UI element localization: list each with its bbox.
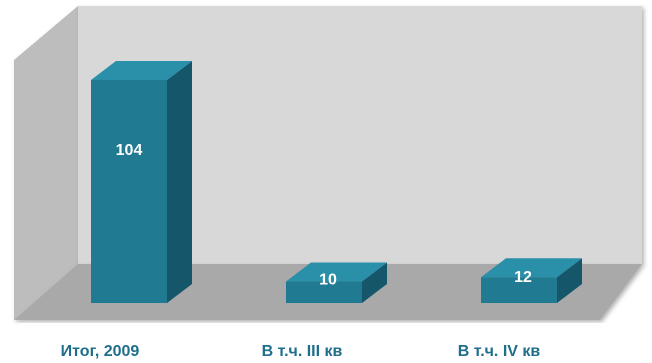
bar-2: [481, 277, 557, 303]
bar-side-0: [167, 61, 192, 303]
bar-top-0: [91, 61, 192, 80]
bar-top-2: [481, 258, 582, 278]
bar-side-2: [557, 258, 582, 303]
category-label-2: В т.ч. IV кв: [458, 343, 541, 360]
category-label-0: Итог, 2009: [61, 343, 140, 360]
chart-back-wall: [78, 6, 642, 264]
data-labels-group: 104 10 12: [116, 142, 532, 288]
bar-0: [91, 80, 167, 303]
bar-1: [286, 281, 362, 303]
chart-side-wall: [14, 6, 78, 320]
bar-top-1: [286, 262, 387, 282]
bar-side-1: [362, 262, 387, 303]
data-label-1: 10: [319, 271, 337, 288]
bars-group: [91, 61, 582, 303]
category-label-1: В т.ч. III кв: [262, 343, 343, 360]
data-label-2: 12: [514, 269, 532, 286]
data-label-0: 104: [116, 142, 143, 159]
